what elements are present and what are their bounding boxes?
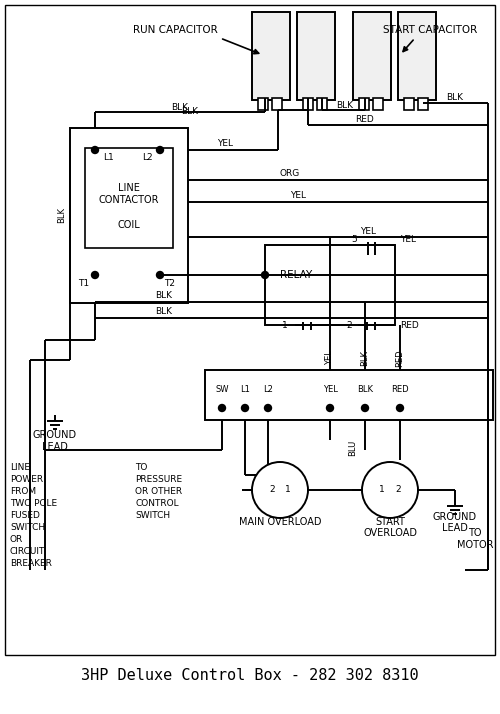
- Text: OR: OR: [10, 535, 23, 544]
- Circle shape: [242, 405, 248, 411]
- Text: YEL: YEL: [322, 386, 338, 395]
- Text: BLK: BLK: [360, 350, 370, 366]
- Text: YEL: YEL: [326, 351, 334, 366]
- Text: LEAD: LEAD: [42, 442, 68, 452]
- Text: 5: 5: [351, 234, 357, 243]
- Text: L1: L1: [103, 154, 114, 163]
- Circle shape: [362, 462, 418, 518]
- Text: BLK: BLK: [336, 101, 353, 109]
- Bar: [359, 98, 369, 110]
- Bar: [258, 98, 268, 110]
- Text: 2: 2: [346, 321, 352, 329]
- Circle shape: [362, 405, 368, 411]
- Text: LEAD: LEAD: [442, 523, 468, 533]
- Text: START: START: [375, 517, 405, 527]
- Bar: [70, 128, 188, 303]
- Text: CONTACTOR: CONTACTOR: [99, 195, 159, 205]
- Circle shape: [218, 405, 226, 411]
- Text: BLK: BLK: [155, 291, 172, 301]
- Text: 3HP Deluxe Control Box - 282 302 8310: 3HP Deluxe Control Box - 282 302 8310: [81, 668, 419, 683]
- Text: BLK: BLK: [182, 108, 198, 116]
- Text: YEL: YEL: [290, 191, 306, 201]
- Text: TO: TO: [468, 528, 482, 538]
- Text: RED: RED: [396, 349, 404, 367]
- Text: POWER: POWER: [10, 475, 43, 484]
- Bar: [265, 245, 395, 325]
- Text: SW: SW: [215, 386, 229, 395]
- Text: LINE: LINE: [118, 183, 140, 193]
- Bar: [297, 12, 335, 100]
- Bar: [317, 98, 327, 110]
- Text: FUSED: FUSED: [10, 511, 40, 520]
- Text: BLK: BLK: [172, 103, 188, 111]
- Text: BREAKER: BREAKER: [10, 559, 52, 568]
- Text: L2: L2: [142, 154, 153, 163]
- Text: BLK: BLK: [357, 386, 373, 395]
- Text: RED: RED: [391, 386, 409, 395]
- Circle shape: [156, 146, 164, 154]
- Text: TO: TO: [135, 463, 147, 472]
- Circle shape: [156, 271, 164, 278]
- Bar: [85, 148, 173, 248]
- Text: START CAPACITOR: START CAPACITOR: [383, 25, 477, 35]
- Text: OVERLOAD: OVERLOAD: [363, 528, 417, 538]
- Text: MOTOR: MOTOR: [457, 540, 493, 550]
- Circle shape: [252, 462, 308, 518]
- Bar: [404, 98, 414, 110]
- Text: SWITCH: SWITCH: [10, 523, 45, 532]
- Text: PRESSURE: PRESSURE: [135, 475, 182, 484]
- Circle shape: [264, 405, 272, 411]
- Text: GROUND: GROUND: [33, 430, 77, 440]
- Text: BLK: BLK: [155, 308, 172, 316]
- Text: YEL: YEL: [400, 234, 416, 243]
- Text: BLK: BLK: [58, 207, 66, 223]
- Bar: [272, 98, 282, 110]
- Text: COIL: COIL: [118, 220, 141, 230]
- Text: BLU: BLU: [348, 440, 358, 456]
- Text: FROM: FROM: [10, 487, 36, 496]
- Circle shape: [396, 405, 404, 411]
- Bar: [398, 12, 436, 100]
- Text: CONTROL: CONTROL: [135, 499, 178, 508]
- Text: T1: T1: [78, 278, 90, 288]
- Text: 1: 1: [285, 486, 291, 495]
- Text: RELAY: RELAY: [280, 270, 312, 280]
- Bar: [353, 12, 391, 100]
- Text: BLK: BLK: [446, 94, 464, 103]
- Text: LINE: LINE: [10, 463, 30, 472]
- Text: RED: RED: [400, 321, 419, 329]
- Text: T2: T2: [164, 278, 175, 288]
- Circle shape: [92, 271, 98, 278]
- Text: TWO POLE: TWO POLE: [10, 499, 57, 508]
- Text: L1: L1: [240, 386, 250, 395]
- Text: SWITCH: SWITCH: [135, 511, 170, 520]
- Text: OR OTHER: OR OTHER: [135, 487, 182, 496]
- Circle shape: [262, 271, 268, 278]
- Text: YEL: YEL: [217, 139, 233, 149]
- Text: ORG: ORG: [280, 169, 300, 178]
- Text: 1: 1: [282, 321, 288, 329]
- Text: L2: L2: [263, 386, 273, 395]
- Bar: [205, 370, 493, 420]
- Circle shape: [92, 146, 98, 154]
- Text: RUN CAPACITOR: RUN CAPACITOR: [132, 25, 218, 35]
- Text: MAIN OVERLOAD: MAIN OVERLOAD: [239, 517, 321, 527]
- Circle shape: [326, 405, 334, 411]
- Text: RED: RED: [355, 116, 374, 124]
- Bar: [373, 98, 383, 110]
- Text: 2: 2: [269, 486, 275, 495]
- Text: 2: 2: [395, 486, 401, 495]
- Text: 1: 1: [379, 486, 385, 495]
- Bar: [418, 98, 428, 110]
- Text: YEL: YEL: [360, 226, 376, 236]
- Text: CIRCUIT: CIRCUIT: [10, 547, 46, 556]
- Bar: [303, 98, 313, 110]
- Bar: [252, 12, 290, 100]
- Text: GROUND: GROUND: [433, 512, 477, 522]
